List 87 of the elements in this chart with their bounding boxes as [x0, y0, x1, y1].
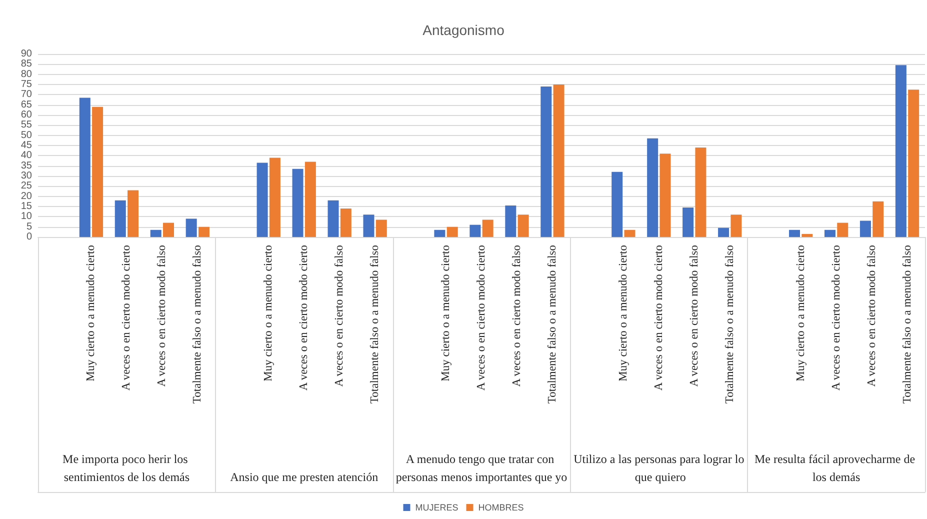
x-tick-label: A veces o en cierto modo falso	[510, 244, 523, 387]
y-tick-label: 10	[20, 211, 32, 222]
x-tick-label: Totalmente falso o a menudo falso	[901, 244, 914, 404]
bar	[198, 226, 210, 237]
x-tick-label: A veces o en cierto modo cierto	[298, 244, 310, 391]
y-tick-label: 5	[26, 221, 32, 232]
x-tick-label: Muy cierto o a menudo cierto	[85, 244, 98, 382]
bar	[872, 201, 884, 237]
x-tick-label: A veces o en cierto modo falso	[334, 244, 346, 387]
x-tick-label: A veces o en cierto modo cierto	[830, 244, 842, 391]
x-tick-label: A veces o en cierto modo falso	[688, 244, 700, 387]
bar	[446, 226, 458, 237]
bar	[647, 138, 658, 237]
bar	[824, 230, 836, 237]
bar	[505, 205, 516, 237]
x-tick-label: A veces o en cierto modo cierto	[652, 244, 665, 391]
bar	[328, 200, 339, 237]
bar	[860, 220, 871, 237]
y-tick-label: 20	[20, 190, 32, 202]
bar	[895, 65, 906, 237]
bar	[695, 148, 706, 237]
bar	[660, 154, 671, 237]
bar	[624, 230, 636, 237]
bar	[304, 162, 316, 237]
text: Me importa poco herir los sentimientos de los demás	[62, 452, 191, 484]
x-tick-label: Muy cierto o a menudo cierto	[617, 244, 630, 382]
x-tick-label: Totalmente falso o a menudo falso	[192, 244, 204, 404]
bar	[682, 208, 694, 237]
bar	[79, 98, 90, 237]
x-tick-label: Muy cierto o a menudo cierto	[262, 244, 275, 382]
bar	[163, 222, 174, 237]
x-tick-label: A veces o en cierto modo falso	[866, 244, 878, 387]
y-tick-label: 30	[20, 170, 32, 182]
bar	[150, 230, 162, 237]
x-tick-label: Totalmente falso o a menudo falso	[369, 244, 382, 404]
y-tick-label: 75	[20, 79, 32, 90]
bar	[802, 234, 813, 237]
bar	[114, 200, 126, 237]
bar	[92, 106, 104, 237]
bar	[482, 220, 494, 237]
bar	[908, 90, 920, 237]
bar	[540, 86, 552, 237]
x-tick-label: A veces o en cierto modo cierto	[476, 244, 488, 391]
x-tick-label: A veces o en cierto modo falso	[156, 244, 168, 387]
y-tick-label: 35	[20, 160, 32, 172]
bar	[837, 222, 848, 237]
bar	[128, 190, 139, 237]
y-tick-label: 80	[20, 68, 32, 80]
legend-label: HOMBRES	[478, 502, 524, 512]
x-tick-label: Totalmente falso o a menudo falso	[724, 244, 736, 404]
bar	[376, 220, 387, 237]
y-tick-label: 90	[20, 48, 32, 60]
y-tick-label: 85	[20, 58, 32, 70]
bar	[434, 230, 446, 237]
y-tick-label: 15	[20, 201, 32, 212]
text: Me resulta fácil aprovecharme de los demás	[754, 452, 918, 484]
y-tick-label: 65	[20, 99, 32, 110]
x-tick-label: A veces o en cierto modo cierto	[120, 244, 133, 391]
text: Ansio que me presten atención	[230, 470, 378, 484]
x-tick-label: Totalmente falso o a menudo falso	[546, 244, 558, 404]
bar	[363, 214, 374, 237]
bar	[292, 168, 304, 237]
y-tick-label: 45	[20, 140, 32, 151]
y-tick-label: 70	[20, 89, 32, 100]
bar	[269, 158, 280, 237]
y-tick-label: 60	[20, 110, 32, 120]
bar	[788, 230, 800, 237]
x-tick-label: Muy cierto o a menudo cierto	[794, 244, 807, 382]
y-tick-label: 55	[20, 120, 32, 131]
bar	[730, 214, 742, 237]
x-tick-label: Muy cierto o a menudo cierto	[440, 244, 452, 382]
bar	[470, 224, 481, 237]
y-tick-label: 50	[20, 130, 32, 141]
bar	[612, 172, 623, 237]
y-tick-label: 25	[20, 180, 32, 192]
bar	[518, 214, 529, 237]
bar	[186, 218, 197, 237]
text: A menudo tengo que tratar con personas menos importantes que yo	[396, 452, 568, 484]
legend-label: MUJERES	[415, 502, 458, 512]
bar	[553, 84, 564, 237]
bar	[718, 228, 730, 237]
y-tick-label: 40	[20, 150, 32, 162]
bar	[256, 162, 268, 237]
text: Utilizo a las personas para lograr lo que quiero	[574, 452, 744, 484]
y-tick-label: 0	[26, 232, 32, 242]
chart-title: Antagonismo	[422, 22, 505, 38]
bar	[340, 208, 352, 237]
